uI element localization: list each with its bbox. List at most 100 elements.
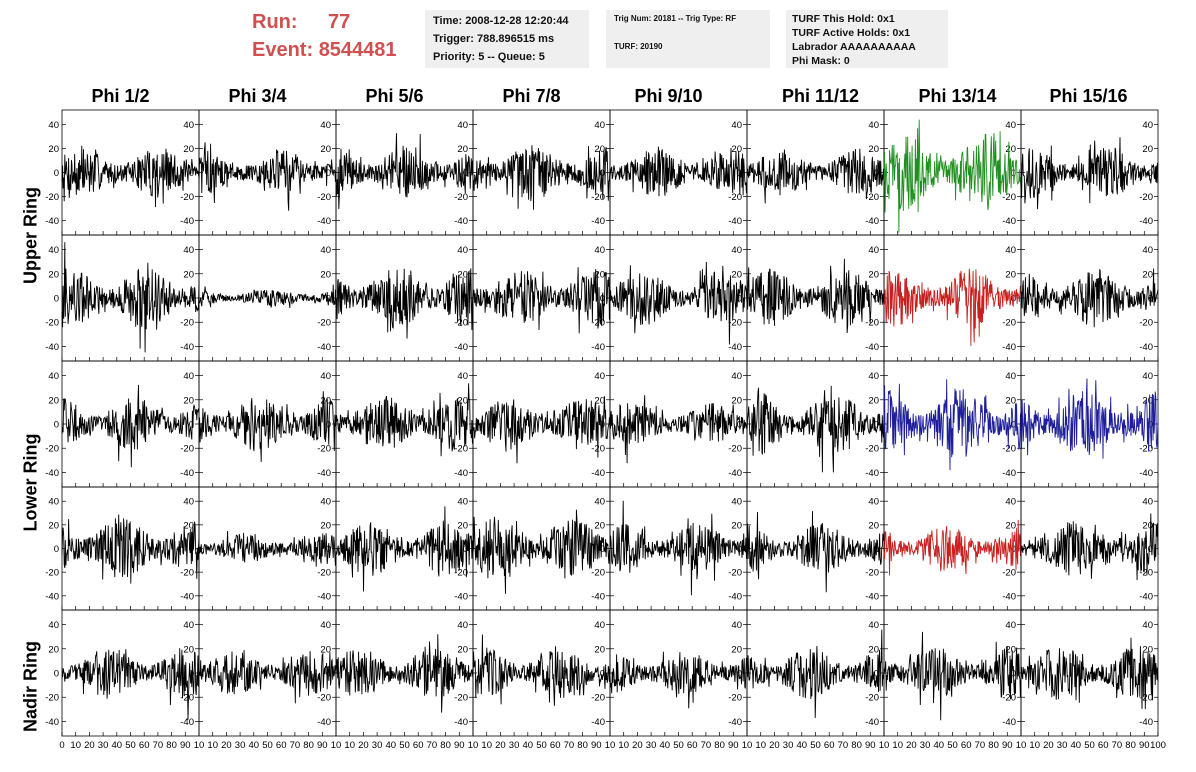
run-value: 77	[328, 11, 351, 33]
y-tick-label: -20	[1002, 568, 1016, 579]
column-header-phi-9-10: Phi 9/10	[634, 86, 703, 106]
y-tick-label: -20	[865, 444, 879, 455]
y-tick-label: -20	[45, 568, 59, 579]
y-tick-label: -40	[454, 717, 468, 728]
waveform-trace-r2-c2	[198, 284, 337, 309]
x-tick-label: 90	[1002, 740, 1013, 751]
x-tick-label: 50	[1084, 740, 1095, 751]
y-tick-label: 0	[1148, 544, 1153, 555]
waveform-trace-r3-c6	[746, 385, 885, 473]
y-tick-label: -20	[45, 444, 59, 455]
x-tick-label: 10	[879, 740, 890, 751]
y-tick-label: 40	[868, 371, 879, 382]
y-tick-label: -40	[180, 216, 194, 227]
y-tick-label: -20	[591, 693, 605, 704]
y-tick-label: 20	[594, 395, 605, 406]
y-tick-label: 0	[600, 544, 605, 555]
x-tick-label: 60	[1098, 740, 1109, 751]
waveform-trace-r2-c5	[609, 261, 748, 345]
y-tick-label: 0	[1148, 168, 1153, 179]
time-text: Time: 2008-12-28 12:20:44	[433, 15, 569, 27]
y-tick-label: 40	[183, 497, 194, 508]
y-tick-label: -40	[865, 342, 879, 353]
waveform-trace-r5-c8	[1020, 637, 1159, 710]
x-tick-label: 50	[262, 740, 273, 751]
y-tick-label: 20	[731, 520, 742, 531]
y-tick-label: 20	[320, 644, 331, 655]
y-tick-label: -20	[454, 568, 468, 579]
y-tick-label: -40	[454, 591, 468, 602]
x-tick-label: 20	[1043, 740, 1054, 751]
waveform-trace-r2-c3	[335, 268, 474, 339]
y-tick-label: 0	[54, 544, 59, 555]
y-tick-label: 20	[183, 520, 194, 531]
y-tick-label: 40	[48, 620, 59, 631]
x-tick-label: 70	[564, 740, 575, 751]
run-label: Run:	[252, 11, 298, 33]
y-tick-label: -40	[591, 342, 605, 353]
x-tick-label: 70	[290, 740, 301, 751]
priority-queue-text: Priority: 5 -- Queue: 5	[433, 51, 545, 63]
y-tick-label: 40	[320, 371, 331, 382]
x-tick-label: 60	[139, 740, 150, 751]
y-tick-label: 20	[320, 269, 331, 280]
y-tick-label: 40	[48, 497, 59, 508]
waveform-trace-r5-c7	[883, 631, 1022, 721]
y-tick-label: -20	[1139, 192, 1153, 203]
y-tick-label: -20	[1139, 444, 1153, 455]
y-tick-label: 40	[868, 245, 879, 256]
y-tick-label: 40	[731, 371, 742, 382]
column-header-phi-5-6: Phi 5/6	[365, 86, 424, 106]
waveform-trace-r5-c3	[335, 634, 474, 713]
x-tick-label: 70	[1112, 740, 1123, 751]
y-tick-label: 40	[1005, 371, 1016, 382]
y-tick-label: -20	[728, 318, 742, 329]
x-tick-label: 90	[454, 740, 465, 751]
y-tick-label: -40	[180, 342, 194, 353]
waveform-trace-r4-c1	[61, 514, 200, 584]
y-tick-label: -40	[45, 717, 59, 728]
y-tick-label: -20	[728, 568, 742, 579]
y-tick-label: -20	[1139, 693, 1153, 704]
y-tick-label: 20	[457, 520, 468, 531]
y-tick-label: -20	[454, 444, 468, 455]
y-tick-label: -20	[865, 192, 879, 203]
x-tick-label: 20	[632, 740, 643, 751]
y-tick-label: 20	[1142, 144, 1153, 155]
x-tick-label: 40	[386, 740, 397, 751]
x-tick-label: 50	[673, 740, 684, 751]
x-tick-label: 10	[481, 740, 492, 751]
x-tick-label: 60	[687, 740, 698, 751]
y-tick-label: 40	[1142, 371, 1153, 382]
y-tick-label: 40	[594, 620, 605, 631]
y-tick-label: 40	[731, 620, 742, 631]
turf-hold-info-box: TURF This Hold: 0x1 TURF Active Holds: 0…	[786, 10, 948, 68]
x-tick-label: 20	[769, 740, 780, 751]
trig-num-info-box: Trig Num: 20181 -- Trig Type: RF TURF: 2…	[606, 10, 770, 68]
y-tick-label: -40	[317, 342, 331, 353]
panel-frame-r3-c6	[746, 360, 885, 488]
y-tick-label: -20	[1002, 444, 1016, 455]
y-tick-label: 20	[183, 144, 194, 155]
y-tick-label: -40	[1002, 468, 1016, 479]
y-tick-label: 20	[731, 144, 742, 155]
y-tick-label: -20	[728, 693, 742, 704]
y-tick-label: 20	[868, 520, 879, 531]
panel-frame-r4-c5	[609, 486, 748, 611]
y-tick-label: 20	[868, 644, 879, 655]
labrador-text: Labrador AAAAAAAAAA	[792, 41, 916, 53]
x-tick-label: 10	[892, 740, 903, 751]
y-tick-label: -40	[1139, 216, 1153, 227]
y-tick-label: -40	[865, 591, 879, 602]
y-tick-label: 0	[874, 294, 879, 305]
y-tick-label: -40	[591, 591, 605, 602]
y-tick-label: 20	[594, 269, 605, 280]
y-tick-label: 20	[48, 395, 59, 406]
y-tick-label: -40	[180, 468, 194, 479]
y-tick-label: 40	[457, 497, 468, 508]
y-tick-label: 40	[1005, 497, 1016, 508]
y-tick-label: -20	[728, 192, 742, 203]
y-tick-label: -40	[728, 591, 742, 602]
y-tick-label: 40	[594, 245, 605, 256]
waveform-trace-r3-c4	[472, 396, 611, 464]
